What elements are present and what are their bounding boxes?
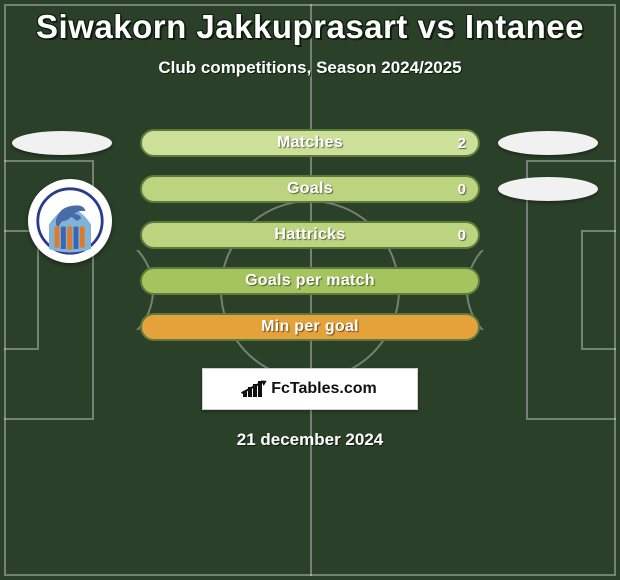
chart-icon [243, 381, 265, 397]
stat-row-gpm: Goals per match [0, 258, 620, 304]
page-subtitle: Club competitions, Season 2024/2025 [0, 58, 620, 78]
stat-bar-goals: Goals 0 [140, 175, 480, 203]
stat-bar-hattricks: Hattricks 0 [140, 221, 480, 249]
stat-label: Goals [287, 180, 333, 198]
club-badge-left [28, 179, 112, 263]
stat-label: Matches [277, 134, 343, 152]
stat-bar-matches: Matches 2 [140, 129, 480, 157]
stat-row-mpg: Min per goal [0, 304, 620, 350]
club-crest-icon [35, 186, 105, 256]
generated-date: 21 december 2024 [0, 430, 620, 450]
stat-row-matches: Matches 2 [0, 120, 620, 166]
stat-value-right: 2 [458, 135, 466, 152]
stat-bar-mpg: Min per goal [140, 313, 480, 341]
stat-bar-gpm: Goals per match [140, 267, 480, 295]
stat-value-right: 0 [458, 181, 466, 198]
page-title: Siwakorn Jakkuprasart vs Intanee [0, 8, 620, 46]
fctables-logo[interactable]: FcTables.com [202, 368, 418, 410]
stat-label: Goals per match [245, 272, 375, 290]
player-pill-right [498, 177, 598, 201]
player-pill-right [498, 131, 598, 155]
stat-label: Hattricks [274, 226, 345, 244]
stat-label: Min per goal [261, 318, 359, 336]
logo-text: FcTables.com [271, 380, 377, 398]
stat-value-right: 0 [458, 227, 466, 244]
player-pill-left [12, 131, 112, 155]
